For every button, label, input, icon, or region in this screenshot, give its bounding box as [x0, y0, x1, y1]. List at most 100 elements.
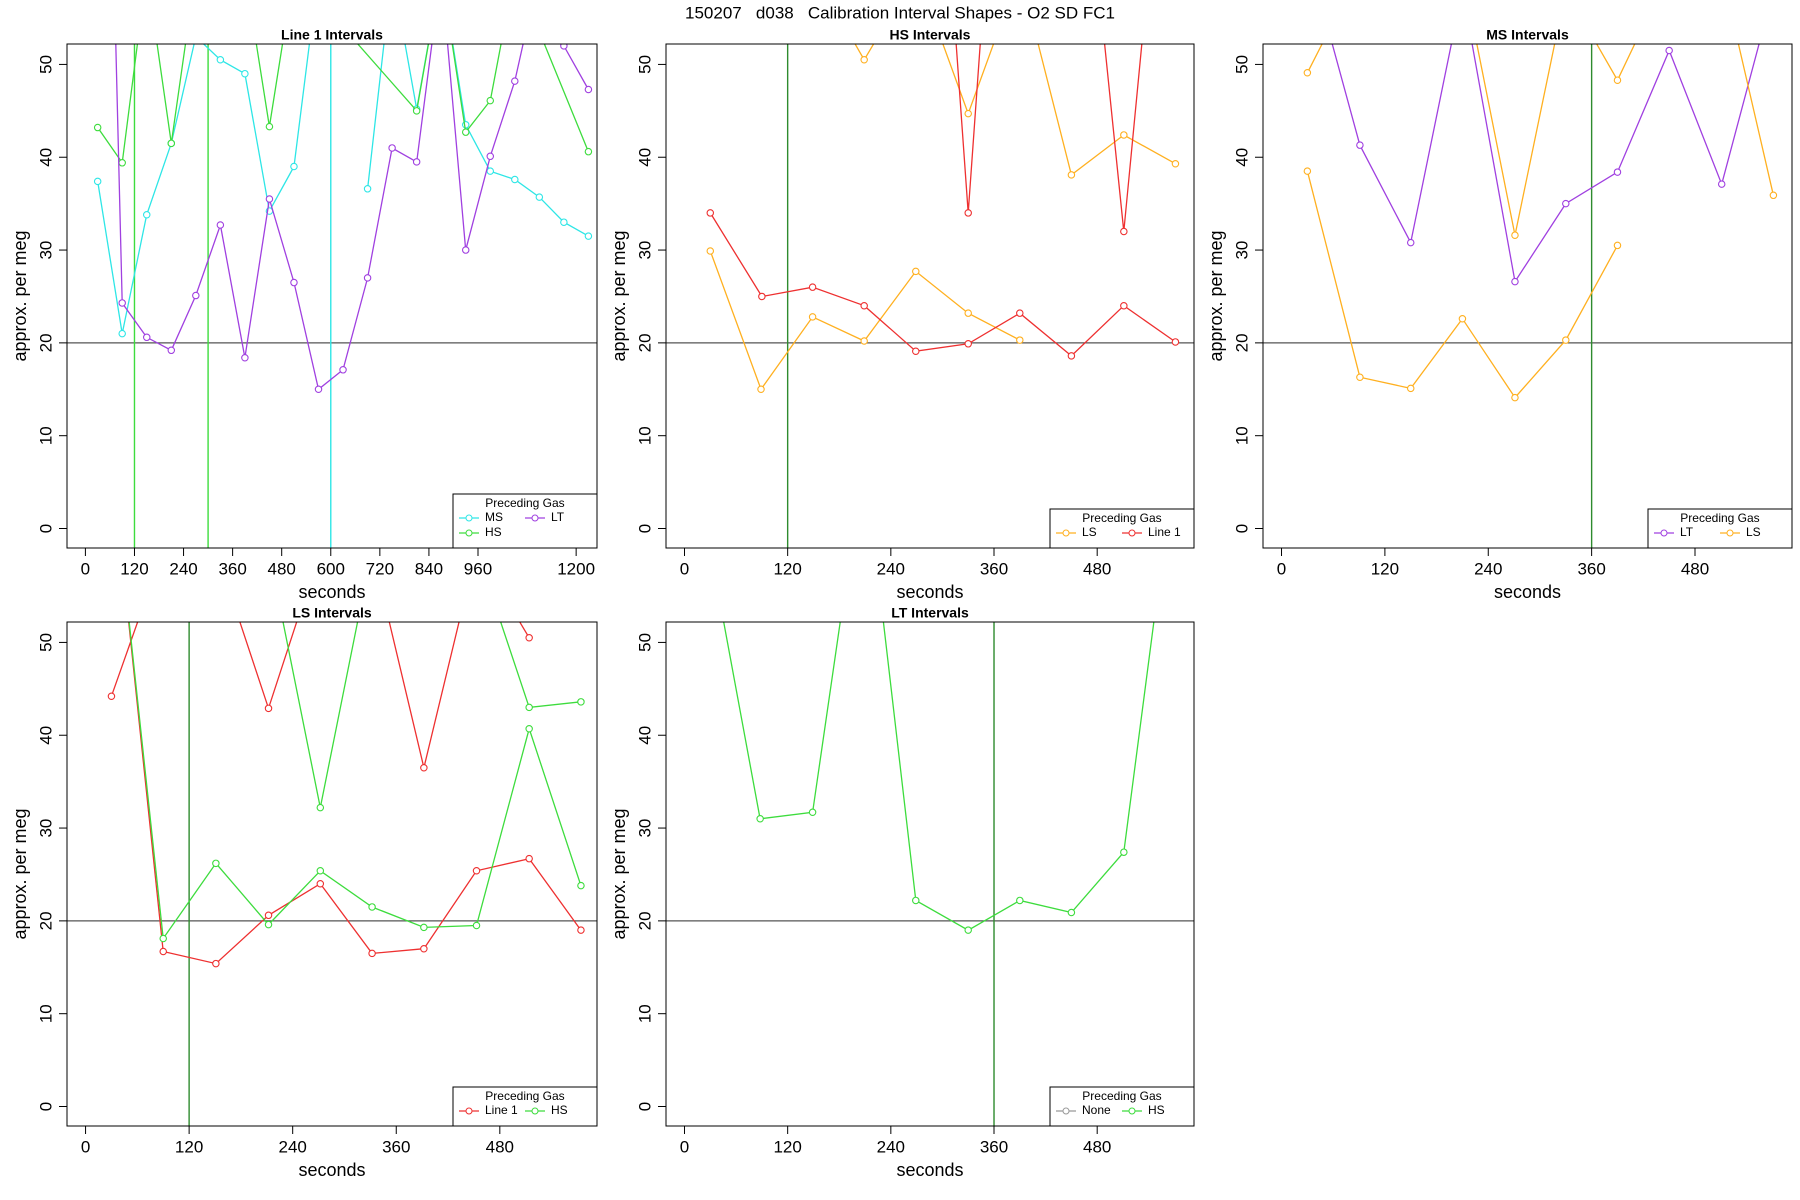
legend-box	[452, 1086, 598, 1127]
point	[412, 158, 421, 166]
legend-marker	[1128, 1107, 1136, 1115]
plot-area	[1263, 44, 1792, 548]
point	[420, 923, 428, 932]
x-tick-label: 0	[680, 1137, 689, 1156]
x-tick-label: 240	[169, 559, 197, 578]
point	[584, 85, 593, 94]
point	[108, 454, 114, 460]
legend-label: MS	[485, 510, 503, 524]
x-tick-label: 120	[773, 1137, 801, 1156]
point	[1458, 314, 1467, 323]
point	[159, 947, 167, 956]
point	[511, 175, 519, 184]
legend-label: HS	[485, 525, 502, 539]
point	[118, 159, 126, 167]
point	[118, 329, 126, 338]
y-tick-label: 50	[36, 633, 55, 652]
series-line	[128, 622, 582, 941]
point	[525, 634, 533, 642]
y-tick-label: 30	[36, 819, 55, 838]
legend-marker	[465, 514, 473, 522]
point	[212, 959, 220, 968]
x-tick-label: 0	[81, 559, 90, 578]
point	[290, 162, 298, 171]
point	[167, 346, 176, 355]
point	[1172, 454, 1178, 460]
legend-marker	[531, 1107, 539, 1115]
point	[1406, 238, 1415, 247]
point	[212, 859, 220, 868]
point	[1303, 69, 1312, 77]
x-tick-label: 1200	[557, 559, 595, 578]
point	[160, 546, 166, 552]
point	[808, 808, 817, 817]
y-axis-label: approx. per meg	[1206, 230, 1226, 361]
series-line	[97, 44, 590, 165]
x-tick-label: 480	[486, 1137, 514, 1156]
x-tick-label: 240	[877, 1137, 905, 1156]
point	[1511, 277, 1519, 286]
x-tick-label: 0	[680, 559, 689, 578]
y-tick-label: 40	[36, 726, 55, 745]
point	[1356, 373, 1364, 381]
point	[461, 128, 470, 136]
x-tick-label: 0	[1277, 559, 1286, 578]
point	[93, 177, 102, 186]
series-line	[1331, 44, 1760, 284]
series-line	[115, 44, 589, 391]
x-tick-label: 360	[980, 1137, 1008, 1156]
plot-area	[67, 44, 597, 548]
legend-label: LT	[1680, 525, 1694, 539]
point	[142, 333, 151, 342]
point	[525, 703, 533, 712]
point	[577, 698, 585, 706]
x-axis-label: seconds	[896, 1160, 963, 1180]
panel-title: LT Intervals	[891, 605, 969, 621]
plot-frame	[665, 43, 1195, 549]
point	[1613, 76, 1622, 84]
point	[808, 283, 817, 291]
x-tick-label: 120	[773, 559, 801, 578]
legend-label: HS	[1148, 1103, 1165, 1117]
point	[216, 56, 225, 64]
point	[317, 546, 323, 552]
point	[535, 193, 544, 201]
point	[314, 385, 323, 394]
y-axis-label: approx. per meg	[609, 808, 629, 939]
y-tick-label: 20	[36, 333, 55, 352]
y-tick-label: 50	[1232, 55, 1251, 74]
x-tick-label: 0	[81, 1137, 90, 1156]
x-tick-label: 840	[415, 559, 443, 578]
x-tick-label: 480	[268, 559, 296, 578]
x-tick-label: 120	[1371, 559, 1399, 578]
point	[964, 309, 972, 317]
point	[1171, 159, 1180, 168]
point	[584, 232, 593, 240]
y-tick-label: 50	[635, 633, 654, 652]
legend-marker	[1062, 529, 1070, 537]
series-line	[723, 622, 1155, 931]
legend-title: Preceding Gas	[485, 496, 564, 510]
point	[912, 267, 920, 276]
plot-frame	[665, 621, 1195, 1127]
point	[461, 121, 470, 129]
y-tick-label: 30	[635, 819, 654, 838]
panel-title: MS Intervals	[1486, 27, 1569, 43]
legend-marker	[1726, 529, 1734, 537]
point	[964, 340, 972, 348]
y-tick-label: 10	[36, 426, 55, 445]
y-tick-label: 0	[1232, 524, 1251, 533]
y-tick-label: 10	[635, 1004, 654, 1023]
point	[213, 546, 219, 552]
point	[1562, 336, 1570, 344]
legend-box	[1049, 508, 1195, 549]
point	[706, 247, 715, 255]
point	[264, 920, 273, 929]
x-tick-label: 360	[382, 1137, 410, 1156]
x-tick-label: 480	[1681, 559, 1709, 578]
point	[1613, 241, 1622, 250]
x-tick-label: 600	[317, 559, 345, 578]
point	[486, 152, 495, 161]
point	[241, 69, 249, 78]
